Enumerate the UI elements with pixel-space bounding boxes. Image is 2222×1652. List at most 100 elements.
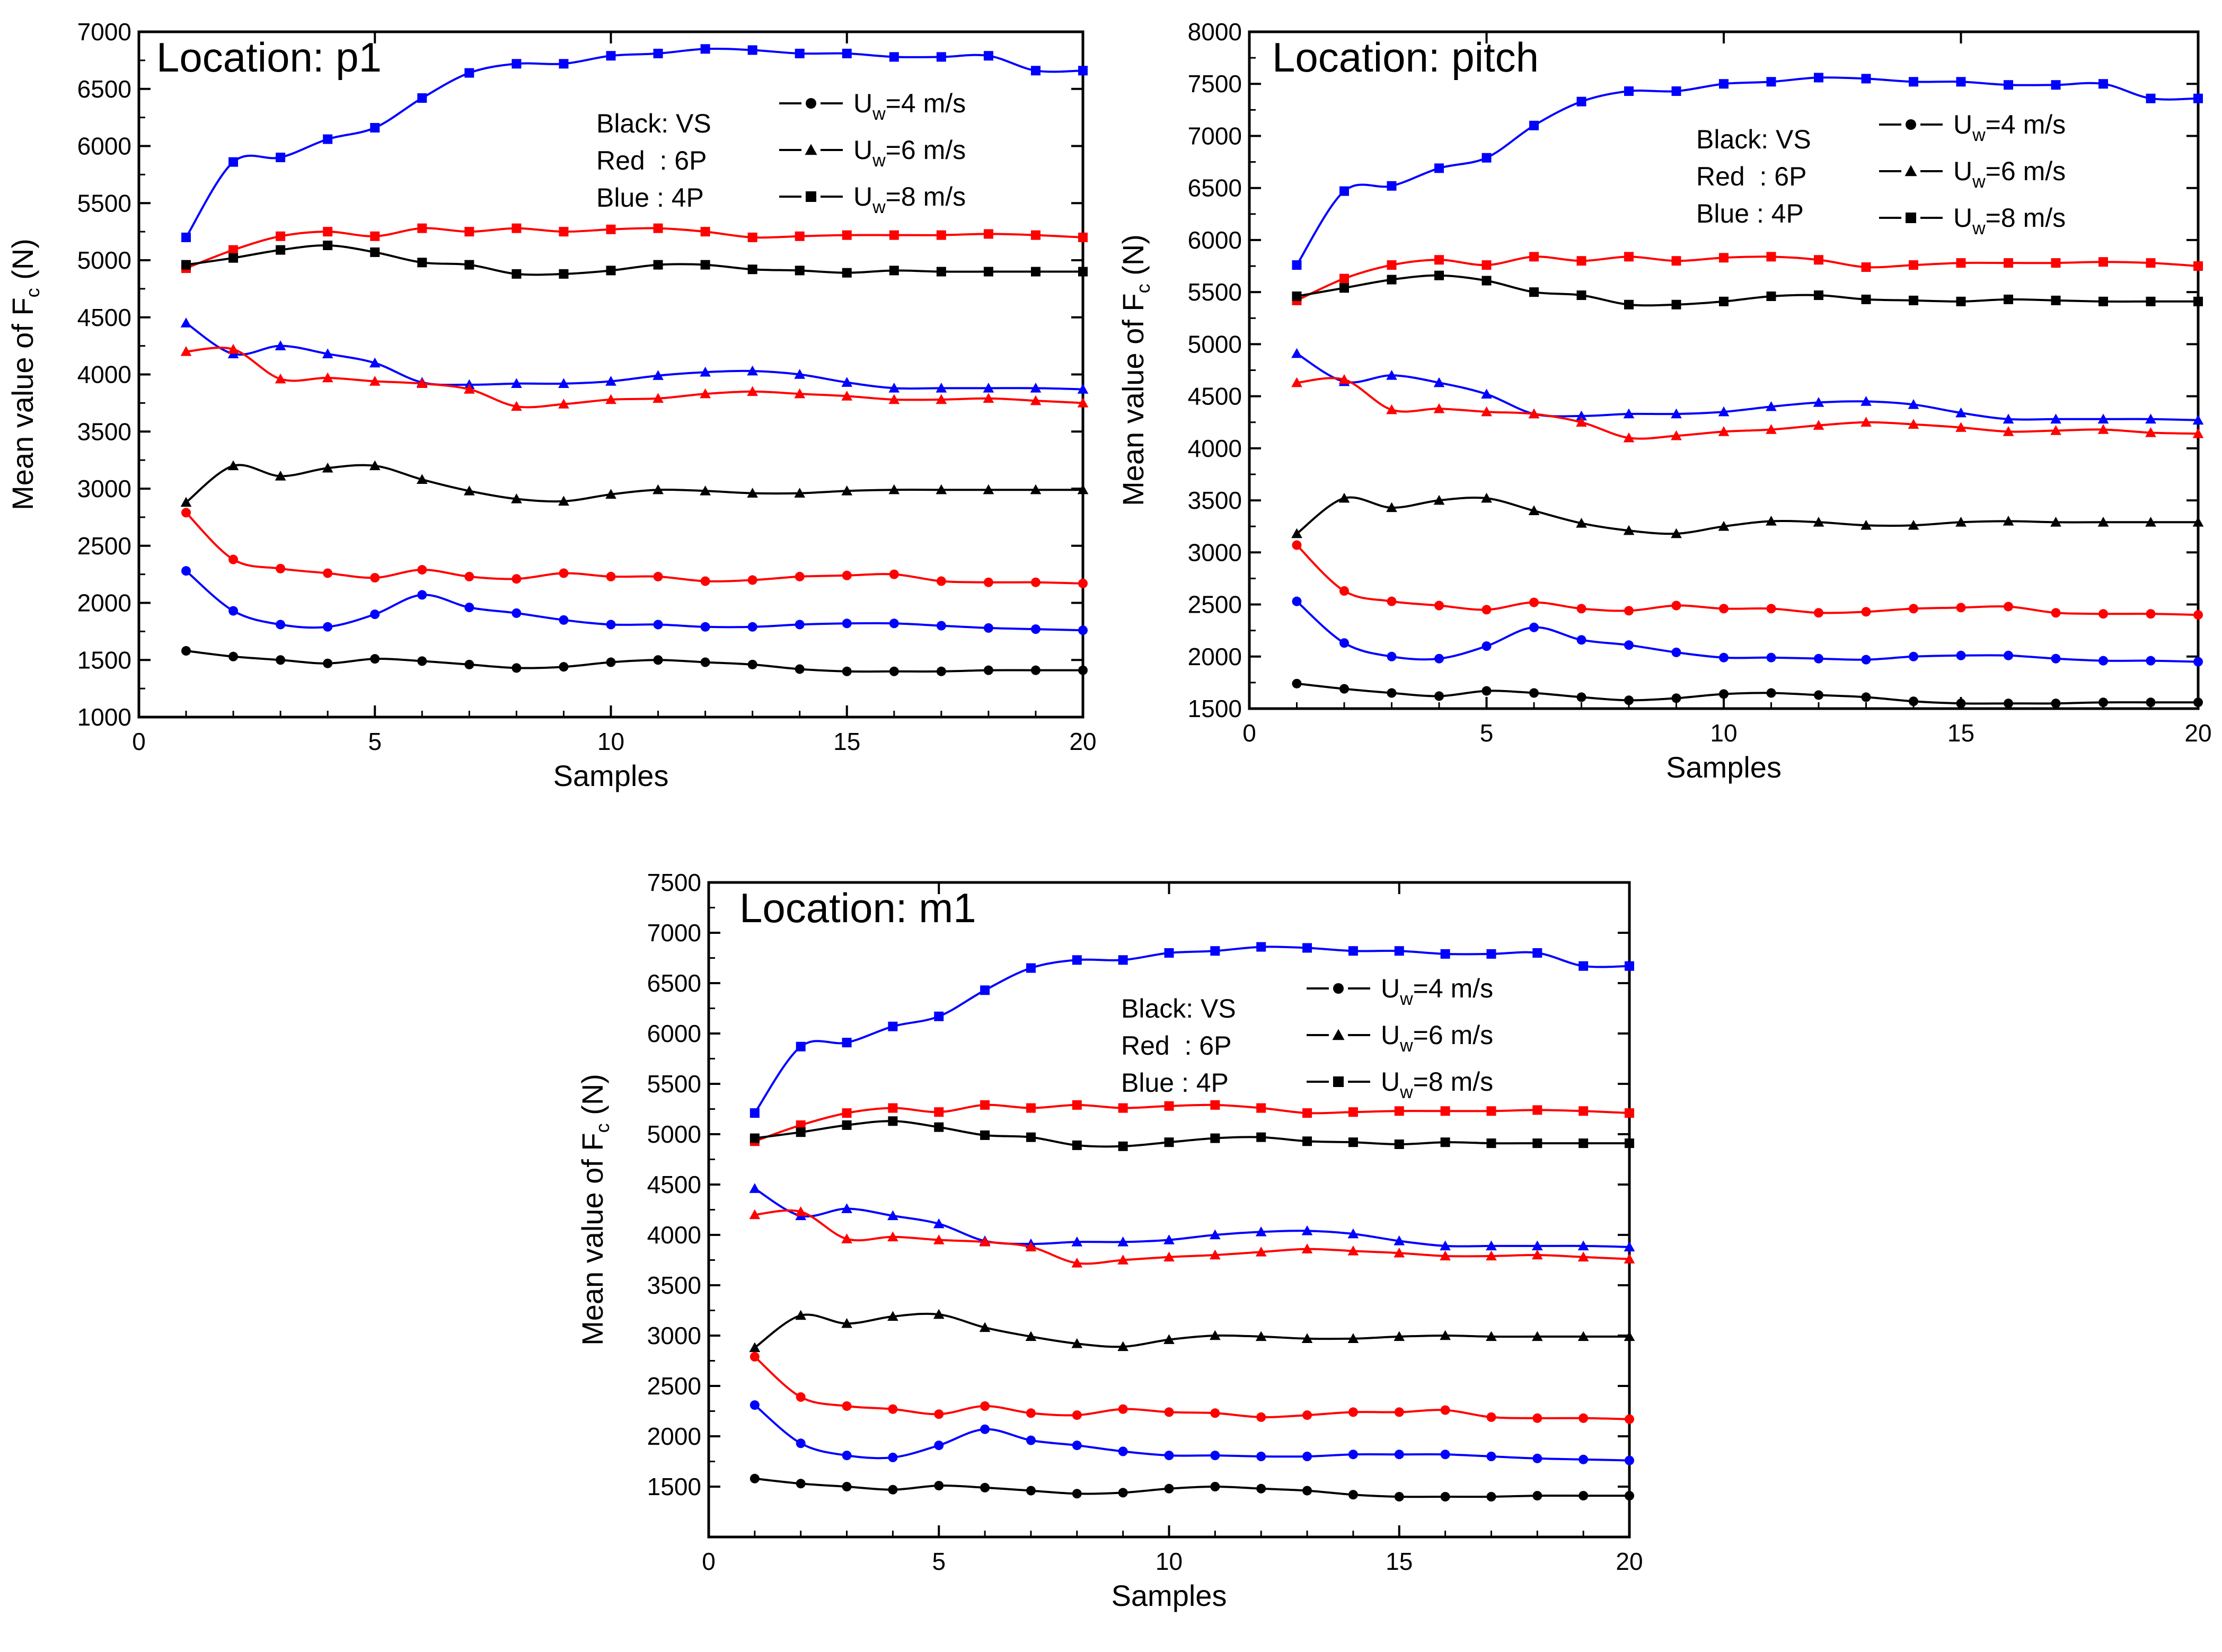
data-point — [464, 384, 475, 394]
series-line — [1296, 255, 2199, 302]
legend-marker — [1332, 1029, 1345, 1040]
data-point — [653, 393, 664, 403]
data-point — [1719, 253, 1729, 263]
data-point — [842, 1038, 852, 1048]
data-point — [2003, 426, 2014, 436]
data-point — [1908, 419, 1919, 429]
data-point — [370, 654, 380, 664]
data-point — [983, 577, 993, 587]
legend-label-value: =4 m/s — [1986, 110, 2066, 139]
series-6P-6-ms — [749, 1206, 1635, 1268]
series-VS-4-ms — [1292, 678, 2203, 709]
data-point — [605, 376, 616, 386]
data-point — [1528, 505, 1540, 516]
data-point — [983, 393, 994, 403]
data-point — [1481, 492, 1492, 503]
data-point — [2003, 516, 2014, 526]
legend-label-subscript: w — [1399, 1036, 1413, 1056]
data-point — [1766, 688, 1776, 698]
data-point — [1861, 74, 1871, 84]
data-point — [888, 1103, 898, 1113]
data-point — [841, 377, 853, 387]
data-point — [558, 378, 569, 388]
data-point — [417, 93, 427, 103]
data-point — [1256, 942, 1266, 952]
data-point — [842, 570, 852, 580]
data-point — [2050, 425, 2061, 435]
legend-entry: Uw=4 m/s — [1879, 110, 2066, 145]
data-point — [1077, 397, 1089, 408]
data-point — [1719, 652, 1729, 662]
data-point — [1163, 1334, 1175, 1344]
data-point — [1078, 232, 1088, 242]
data-point — [1164, 1451, 1174, 1461]
series-6P-6-ms — [180, 343, 1089, 411]
data-point — [1529, 252, 1539, 262]
data-point — [1210, 946, 1220, 956]
data-point — [1486, 1138, 1496, 1149]
data-point — [1210, 1408, 1220, 1418]
data-point — [889, 266, 899, 276]
data-point — [1394, 1450, 1404, 1460]
legend-label-main: U — [1953, 156, 1972, 186]
data-point — [936, 383, 947, 393]
y-axis-label-main: Mean value of F — [1116, 293, 1150, 506]
data-point — [1078, 625, 1088, 635]
x-tick-label: 0 — [132, 728, 146, 755]
y-tick-label: 4000 — [77, 361, 131, 388]
data-point — [1026, 1103, 1036, 1113]
data-point — [1164, 1101, 1174, 1111]
data-point — [1348, 1107, 1358, 1117]
data-point — [1255, 1226, 1267, 1236]
y-tick-label: 7500 — [647, 869, 701, 896]
data-point — [1164, 948, 1174, 958]
data-point — [983, 229, 993, 239]
color-key-note: Black: VS — [596, 109, 711, 138]
data-point — [1623, 525, 1635, 535]
y-tick-label: 6500 — [1188, 174, 1242, 202]
data-point — [933, 1234, 945, 1244]
data-point — [1030, 267, 1041, 277]
data-point — [1956, 650, 1966, 660]
data-point — [749, 1183, 761, 1193]
data-point — [1861, 655, 1871, 665]
data-point — [796, 1127, 806, 1137]
series-6P-4-ms — [750, 1351, 1634, 1424]
data-point — [796, 1479, 806, 1489]
x-tick-label: 10 — [1156, 1548, 1183, 1575]
data-point — [1394, 1407, 1404, 1417]
data-point — [841, 1233, 852, 1243]
data-point — [842, 1482, 852, 1491]
y-tick-label: 5000 — [1188, 330, 1242, 358]
data-point — [1434, 270, 1444, 280]
data-point — [1814, 73, 1823, 83]
data-point — [1386, 369, 1397, 380]
data-point — [1210, 1249, 1221, 1260]
data-point — [980, 1482, 990, 1492]
data-point — [1579, 961, 1589, 971]
data-point — [980, 1130, 990, 1140]
legend-marker — [1333, 1076, 1344, 1087]
data-point — [842, 48, 852, 58]
y-tick-label: 7000 — [647, 919, 701, 947]
legend-label-value: =8 m/s — [1986, 203, 2066, 233]
data-point — [2004, 80, 2013, 90]
data-point — [1078, 267, 1088, 277]
y-tick-label: 6000 — [77, 132, 131, 160]
color-key-note: Red : 6P — [1696, 162, 1806, 191]
data-point — [795, 1310, 807, 1320]
data-point — [750, 1400, 760, 1410]
legend-label: Uw=6 m/s — [1953, 156, 2066, 192]
x-tick-label: 10 — [1710, 719, 1737, 747]
data-point — [512, 59, 522, 69]
data-point — [464, 659, 474, 669]
data-point — [1576, 604, 1586, 614]
x-tick-label: 0 — [702, 1548, 716, 1575]
data-point — [369, 460, 381, 471]
data-point — [795, 664, 805, 674]
data-point — [1339, 684, 1349, 694]
data-point — [889, 569, 899, 579]
y-tick-label: 2000 — [1188, 643, 1242, 670]
data-point — [1486, 949, 1496, 959]
data-point — [1302, 1136, 1312, 1146]
